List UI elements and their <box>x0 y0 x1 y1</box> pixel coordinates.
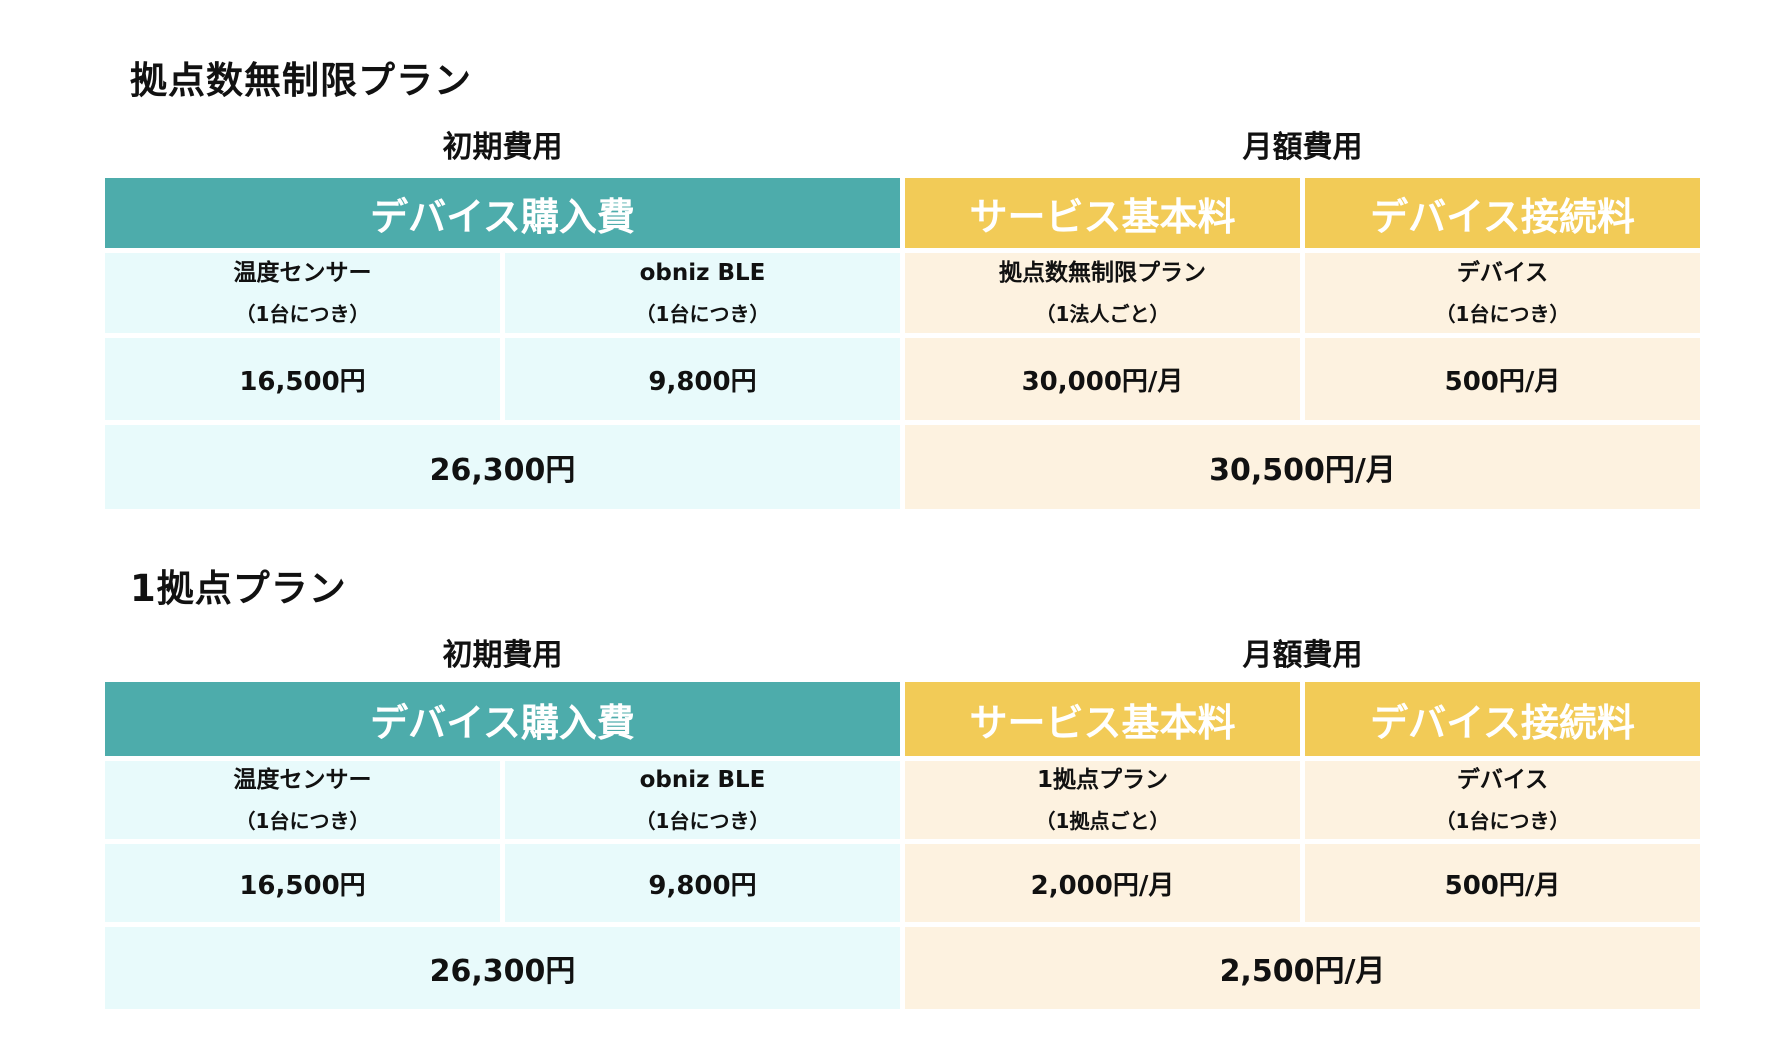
item-cell-service-plan: 1拠点プラン （1拠点ごと） <box>905 761 1300 839</box>
item-unit: （1台につき） <box>235 301 370 326</box>
item-unit: （1法人ごと） <box>1035 301 1170 326</box>
initial-cost-label: 初期費用 <box>442 638 563 673</box>
item-cell-device: デバイス （1台につき） <box>1305 761 1700 839</box>
item-cell-obniz-ble: obniz BLE （1台につき） <box>505 761 900 839</box>
monthly-cost-label: 月額費用 <box>1242 130 1363 165</box>
service-fee-header: サービス基本料 <box>905 178 1300 248</box>
monthly-total: 30,500円/月 <box>905 425 1700 509</box>
price-device: 500円/月 <box>1305 844 1700 922</box>
device-purchase-header: デバイス購入費 <box>105 178 900 248</box>
device-purchase-header: デバイス購入費 <box>105 682 900 756</box>
item-name: デバイス <box>1456 767 1549 794</box>
price-service-plan: 30,000円/月 <box>905 338 1300 420</box>
item-cell-service-plan: 拠点数無制限プラン （1法人ごと） <box>905 253 1300 333</box>
price-device: 500円/月 <box>1305 338 1700 420</box>
price-service-plan: 2,000円/月 <box>905 844 1300 922</box>
item-name: 1拠点プラン <box>1036 767 1168 794</box>
item-cell-device: デバイス （1台につき） <box>1305 253 1700 333</box>
initial-total: 26,300円 <box>105 927 900 1009</box>
plan-title: 拠点数無制限プラン <box>130 59 472 102</box>
item-unit: （1台につき） <box>635 808 770 833</box>
price-temperature-sensor: 16,500円 <box>105 338 500 420</box>
item-name: 拠点数無制限プラン <box>999 260 1206 287</box>
item-cell-temperature-sensor: 温度センサー （1台につき） <box>105 253 500 333</box>
monthly-total: 2,500円/月 <box>905 927 1700 1009</box>
service-fee-header: サービス基本料 <box>905 682 1300 756</box>
monthly-cost-label: 月額費用 <box>1242 638 1363 673</box>
item-name: obniz BLE <box>639 260 766 287</box>
item-cell-obniz-ble: obniz BLE （1台につき） <box>505 253 900 333</box>
initial-total: 26,300円 <box>105 425 900 509</box>
item-unit: （1台につき） <box>235 808 370 833</box>
item-name: デバイス <box>1456 260 1549 287</box>
price-obniz-ble: 9,800円 <box>505 844 900 922</box>
item-name: obniz BLE <box>639 767 766 794</box>
price-temperature-sensor: 16,500円 <box>105 844 500 922</box>
price-obniz-ble: 9,800円 <box>505 338 900 420</box>
device-connect-header: デバイス接続料 <box>1305 178 1700 248</box>
item-unit: （1台につき） <box>1435 808 1570 833</box>
item-cell-temperature-sensor: 温度センサー （1台につき） <box>105 761 500 839</box>
item-name: 温度センサー <box>233 260 372 287</box>
device-connect-header: デバイス接続料 <box>1305 682 1700 756</box>
item-name: 温度センサー <box>233 767 372 794</box>
initial-cost-label: 初期費用 <box>442 130 563 165</box>
item-unit: （1台につき） <box>1435 301 1570 326</box>
item-unit: （1台につき） <box>635 301 770 326</box>
plan-title: 1拠点プラン <box>130 567 347 610</box>
item-unit: （1拠点ごと） <box>1035 808 1170 833</box>
